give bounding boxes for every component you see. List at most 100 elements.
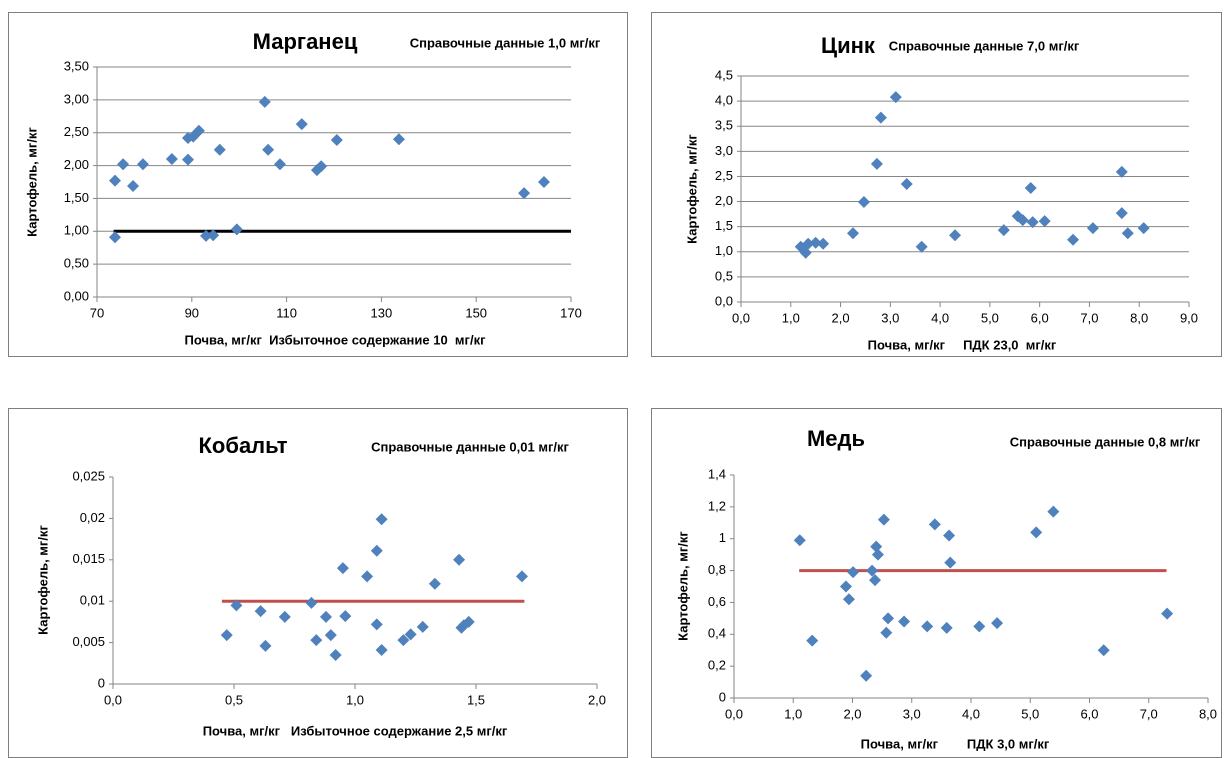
data-point (1024, 181, 1037, 194)
x-tick-label: 110 (276, 305, 297, 320)
x-tick-label: 1,0 (784, 706, 802, 721)
data-point (847, 566, 860, 579)
x-tick-label: 9,0 (1180, 310, 1198, 325)
data-point (889, 91, 902, 104)
data-point (336, 562, 349, 575)
data-point (870, 540, 883, 553)
x-tick-label: 8,0 (1130, 310, 1148, 325)
data-point (273, 158, 286, 171)
x-axis-label: Почва, мг/кг Избыточное содержание 2,5 м… (203, 723, 508, 738)
y-tick-label: 1,00 (64, 223, 89, 238)
chart-subtitle: Справочные данные 7,0 мг/кг (889, 38, 1080, 53)
data-point (839, 580, 852, 593)
x-tick-label: 7,0 (1080, 310, 1098, 325)
y-tick-label: 3,50 (64, 58, 89, 73)
data-point (254, 605, 267, 618)
y-tick-label: 0,8 (708, 562, 726, 577)
y-tick-label: 0,6 (708, 594, 726, 609)
x-tick-label: 0,5 (225, 692, 243, 707)
data-point (515, 570, 528, 583)
chart-title: Цинк (821, 33, 876, 58)
data-point (799, 246, 812, 259)
data-point (1097, 644, 1110, 657)
data-point (866, 564, 879, 577)
x-tick-label: 8,0 (1199, 706, 1217, 721)
x-tick-label: 1,0 (782, 310, 800, 325)
y-tick-label: 0 (719, 689, 726, 704)
x-tick-label: 150 (465, 305, 487, 320)
data-point (213, 143, 226, 156)
data-point (136, 158, 149, 171)
data-point (109, 174, 122, 187)
y-tick-label: 0,0 (715, 293, 733, 308)
data-point (518, 187, 531, 200)
data-point (793, 534, 806, 547)
y-tick-label: 0,5 (715, 268, 733, 283)
data-point (278, 610, 291, 623)
data-point (997, 224, 1010, 237)
x-tick-label: 6,0 (1031, 310, 1049, 325)
data-point (1038, 215, 1051, 228)
x-tick-label: 2,0 (843, 706, 861, 721)
data-point (262, 143, 275, 156)
data-point (127, 179, 140, 192)
data-point (462, 615, 475, 628)
y-tick-label: 0,02 (80, 510, 105, 525)
y-tick-label: 0,01 (80, 593, 105, 608)
data-point (928, 518, 941, 531)
y-tick-label: 3,0 (715, 143, 733, 158)
data-point (370, 544, 383, 557)
x-tick-label: 90 (185, 305, 199, 320)
y-tick-label: 3,00 (64, 91, 89, 106)
chart-subtitle: Справочные данные 0,01 мг/кг (371, 439, 569, 454)
y-axis-label: Картофель, мг/кг (675, 531, 690, 641)
data-point (1115, 165, 1128, 178)
y-tick-label: 1,4 (708, 466, 726, 481)
data-point (877, 513, 890, 526)
data-point (165, 153, 178, 165)
data-point (537, 176, 550, 188)
x-tick-label: 0,0 (104, 692, 122, 707)
data-point (943, 529, 956, 542)
data-point (1026, 216, 1039, 229)
panel-border (8, 408, 628, 758)
data-point (817, 237, 830, 250)
data-point (870, 157, 883, 170)
x-tick-label: 3,0 (903, 706, 921, 721)
x-tick-label: 2,0 (588, 692, 606, 707)
data-point (109, 231, 122, 244)
data-point (319, 610, 332, 623)
data-point (1047, 505, 1060, 518)
x-tick-label: 7,0 (1140, 706, 1158, 721)
y-tick-label: 0,015 (72, 551, 105, 566)
y-tick-label: 0 (98, 675, 105, 690)
y-tick-label: 2,50 (64, 124, 89, 139)
y-tick-label: 1 (719, 530, 726, 545)
y-tick-label: 0,50 (64, 256, 89, 271)
x-tick-label: 1,5 (467, 692, 485, 707)
x-tick-label: 0,0 (725, 706, 743, 721)
data-point (1067, 233, 1080, 246)
y-tick-label: 2,0 (715, 193, 733, 208)
x-tick-label: 130 (371, 305, 393, 320)
y-axis-label: Картофель, мг/кг (24, 127, 39, 237)
y-axis-label: Картофель, мг/кг (35, 525, 50, 635)
data-point (305, 596, 318, 609)
data-point (200, 229, 213, 242)
data-point (1161, 607, 1174, 620)
data-point (991, 617, 1004, 630)
y-tick-label: 1,50 (64, 190, 89, 205)
data-point (809, 236, 822, 249)
data-point (944, 556, 957, 569)
data-point (230, 223, 243, 236)
data-point (315, 160, 328, 173)
data-point (847, 227, 859, 240)
data-point (842, 593, 855, 606)
data-point (802, 237, 815, 250)
y-tick-label: 1,2 (708, 498, 726, 513)
panel-border (651, 12, 1222, 357)
y-tick-label: 0,2 (708, 658, 726, 673)
y-tick-label: 1,0 (715, 243, 733, 258)
data-point (949, 229, 962, 242)
x-tick-label: 170 (560, 305, 582, 320)
